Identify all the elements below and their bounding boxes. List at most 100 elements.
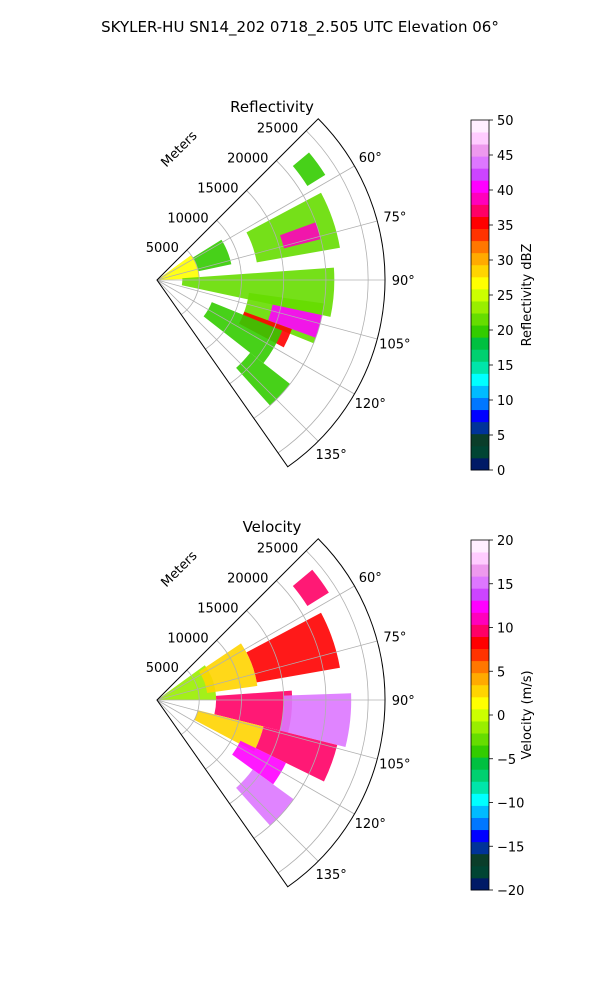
velocity-azimuth-label-0: 60° xyxy=(359,571,382,586)
reflectivity-colorbar-swatch-2 xyxy=(471,433,489,447)
reflectivity-colorbar-swatch-7 xyxy=(471,373,489,386)
velocity-azimuth-label-4: 120° xyxy=(355,817,386,832)
reflectivity-range-ring-3 xyxy=(253,160,327,419)
reflectivity-azimuth-label-1: 75° xyxy=(383,210,406,225)
reflectivity-colorbar-tick-label-8: 40 xyxy=(497,184,514,199)
reflectivity-colorbar-swatch-22 xyxy=(471,192,489,205)
velocity-colorbar-swatch-13 xyxy=(471,721,489,734)
reflectivity-colorbar-swatch-18 xyxy=(471,240,489,254)
reflectivity-range-ring-1 xyxy=(205,220,242,350)
velocity-colorbar-swatch-21 xyxy=(471,624,489,637)
velocity-colorbar-swatch-11 xyxy=(471,745,489,758)
velocity-colorbar-tick-label-1: −15 xyxy=(497,840,524,855)
velocity-colorbar-tick-label-6: 10 xyxy=(497,622,514,637)
velocity-azimuth-label-3: 105° xyxy=(379,758,410,773)
velocity-echo-region-7 xyxy=(255,726,338,782)
reflectivity-range-label: Meters xyxy=(159,128,201,170)
velocity-colorbar-tick-label-2: −10 xyxy=(497,797,524,812)
velocity-range-label-2: 15000 xyxy=(197,601,238,616)
reflectivity-colorbar-tick-label-7: 35 xyxy=(497,219,514,234)
reflectivity-azimuth-label-5: 135° xyxy=(315,448,346,463)
reflectivity-colorbar-swatch-27 xyxy=(471,132,489,145)
reflectivity-range-ring-4 xyxy=(277,130,369,454)
velocity-colorbar-tick-label-0: −20 xyxy=(497,884,524,899)
reflectivity-range-label-1: 10000 xyxy=(167,211,208,226)
velocity-echo-region-0 xyxy=(292,569,329,607)
reflectivity-colorbar-swatch-13 xyxy=(471,301,489,314)
reflectivity-colorbar-tick-label-1: 5 xyxy=(497,429,505,444)
velocity-colorbar-tick-label-8: 20 xyxy=(497,534,514,549)
velocity-colorbar-swatch-22 xyxy=(471,612,489,625)
reflectivity-azimuth-spoke-5 xyxy=(156,279,319,442)
reflectivity-azimuth-label-0: 60° xyxy=(359,151,382,166)
reflectivity-colorbar-swatch-14 xyxy=(471,288,489,302)
velocity-azimuth-spoke-5 xyxy=(156,699,319,862)
reflectivity-colorbar-swatch-24 xyxy=(471,168,489,181)
reflectivity-colorbar-swatch-6 xyxy=(471,385,489,398)
velocity-colorbar-swatch-1 xyxy=(471,865,489,879)
reflectivity-colorbar-tick-label-5: 25 xyxy=(497,289,514,304)
velocity-range-ring-0 xyxy=(180,669,200,735)
reflectivity-echo-region-9 xyxy=(203,302,283,364)
reflectivity-colorbar-swatch-1 xyxy=(471,445,489,459)
reflectivity-azimuth-spoke-1 xyxy=(156,220,378,281)
velocity-colorbar-swatch-18 xyxy=(471,660,489,674)
velocity-colorbar-swatch-27 xyxy=(471,552,489,565)
velocity-range-label: Meters xyxy=(159,548,201,590)
reflectivity-colorbar-swatch-4 xyxy=(471,409,489,423)
reflectivity-labels: 60° 75° 90° 105° 120° 135° 5000 10000 15000 20000… xyxy=(146,122,415,463)
reflectivity-title: Reflectivity xyxy=(230,98,314,116)
reflectivity-colorbar-tick-label-10: 50 xyxy=(497,114,514,129)
velocity-colorbar-swatch-20 xyxy=(471,636,489,650)
velocity-colorbar-swatch-9 xyxy=(471,769,489,782)
velocity-labels: 60° 75° 90° 105° 120° 135° 5000 10000 15000 20000… xyxy=(146,542,415,883)
velocity-colorbar-swatch-6 xyxy=(471,805,489,818)
velocity-colorbar-swatch-24 xyxy=(471,588,489,601)
reflectivity-colorbar-swatch-25 xyxy=(471,156,489,169)
velocity-range-label-4: 25000 xyxy=(257,542,298,557)
reflectivity-colorbar-swatch-26 xyxy=(471,144,489,157)
velocity-echo-region-2 xyxy=(199,643,258,693)
velocity-echo-region-4 xyxy=(214,690,293,733)
reflectivity-colorbar: 0 5 10 15 20 25 30 35 40 45 50 Reflectivity dBZ xyxy=(470,114,535,479)
reflectivity-colorbar-swatch-16 xyxy=(471,264,489,278)
reflectivity-colorbar-swatch-19 xyxy=(471,228,489,242)
reflectivity-azimuth-spoke-0 xyxy=(156,165,355,281)
reflectivity-colorbar-swatch-20 xyxy=(471,216,489,230)
reflectivity-echo-region-1 xyxy=(192,239,232,272)
velocity-range-label-1: 10000 xyxy=(167,631,208,646)
reflectivity-azimuth-spoke-4 xyxy=(156,279,355,395)
reflectivity-range-ring-2 xyxy=(229,190,285,385)
reflectivity-colorbar-swatch-12 xyxy=(471,313,489,326)
velocity-colorbar-swatch-28 xyxy=(471,540,489,553)
reflectivity-colorbar-label: Reflectivity dBZ xyxy=(520,244,535,347)
reflectivity-range-ring-0 xyxy=(180,249,200,315)
velocity-colorbar-swatch-3 xyxy=(471,841,489,855)
velocity-colorbar-swatch-16 xyxy=(471,684,489,698)
reflectivity-range-label-0: 5000 xyxy=(146,241,179,256)
velocity-azimuth-spoke-0 xyxy=(156,585,355,701)
velocity-colorbar-swatch-7 xyxy=(471,793,489,806)
velocity-echo-region-5 xyxy=(279,693,352,747)
reflectivity-colorbar-swatch-15 xyxy=(471,276,489,290)
velocity-colorbar-swatch-10 xyxy=(471,757,489,770)
reflectivity-colorbar-tick-label-3: 15 xyxy=(497,359,514,374)
velocity-range-label-0: 5000 xyxy=(146,661,179,676)
reflectivity-colorbar-swatch-3 xyxy=(471,421,489,435)
reflectivity-colorbar-swatch-10 xyxy=(471,337,489,350)
velocity-colorbar-swatch-8 xyxy=(471,781,489,794)
reflectivity-colorbar-swatch-17 xyxy=(471,252,489,266)
velocity-range-ring-3 xyxy=(253,580,327,839)
velocity-azimuth-spoke-3 xyxy=(156,699,378,760)
reflectivity-colorbar-tick-label-2: 10 xyxy=(497,394,514,409)
velocity-sector-outline xyxy=(156,538,386,888)
velocity-colorbar-swatch-0 xyxy=(471,877,489,891)
velocity-azimuth-label-2: 90° xyxy=(392,694,415,709)
velocity-range-ring-4 xyxy=(277,550,369,874)
reflectivity-colorbar-tick-label-0: 0 xyxy=(497,464,505,479)
reflectivity-colorbar-tick-label-9: 45 xyxy=(497,149,514,164)
velocity-colorbar-swatch-17 xyxy=(471,672,489,686)
reflectivity-sector-outline xyxy=(156,118,386,468)
velocity-colorbar-swatch-12 xyxy=(471,733,489,746)
velocity-azimuth-spoke-1 xyxy=(156,640,378,701)
